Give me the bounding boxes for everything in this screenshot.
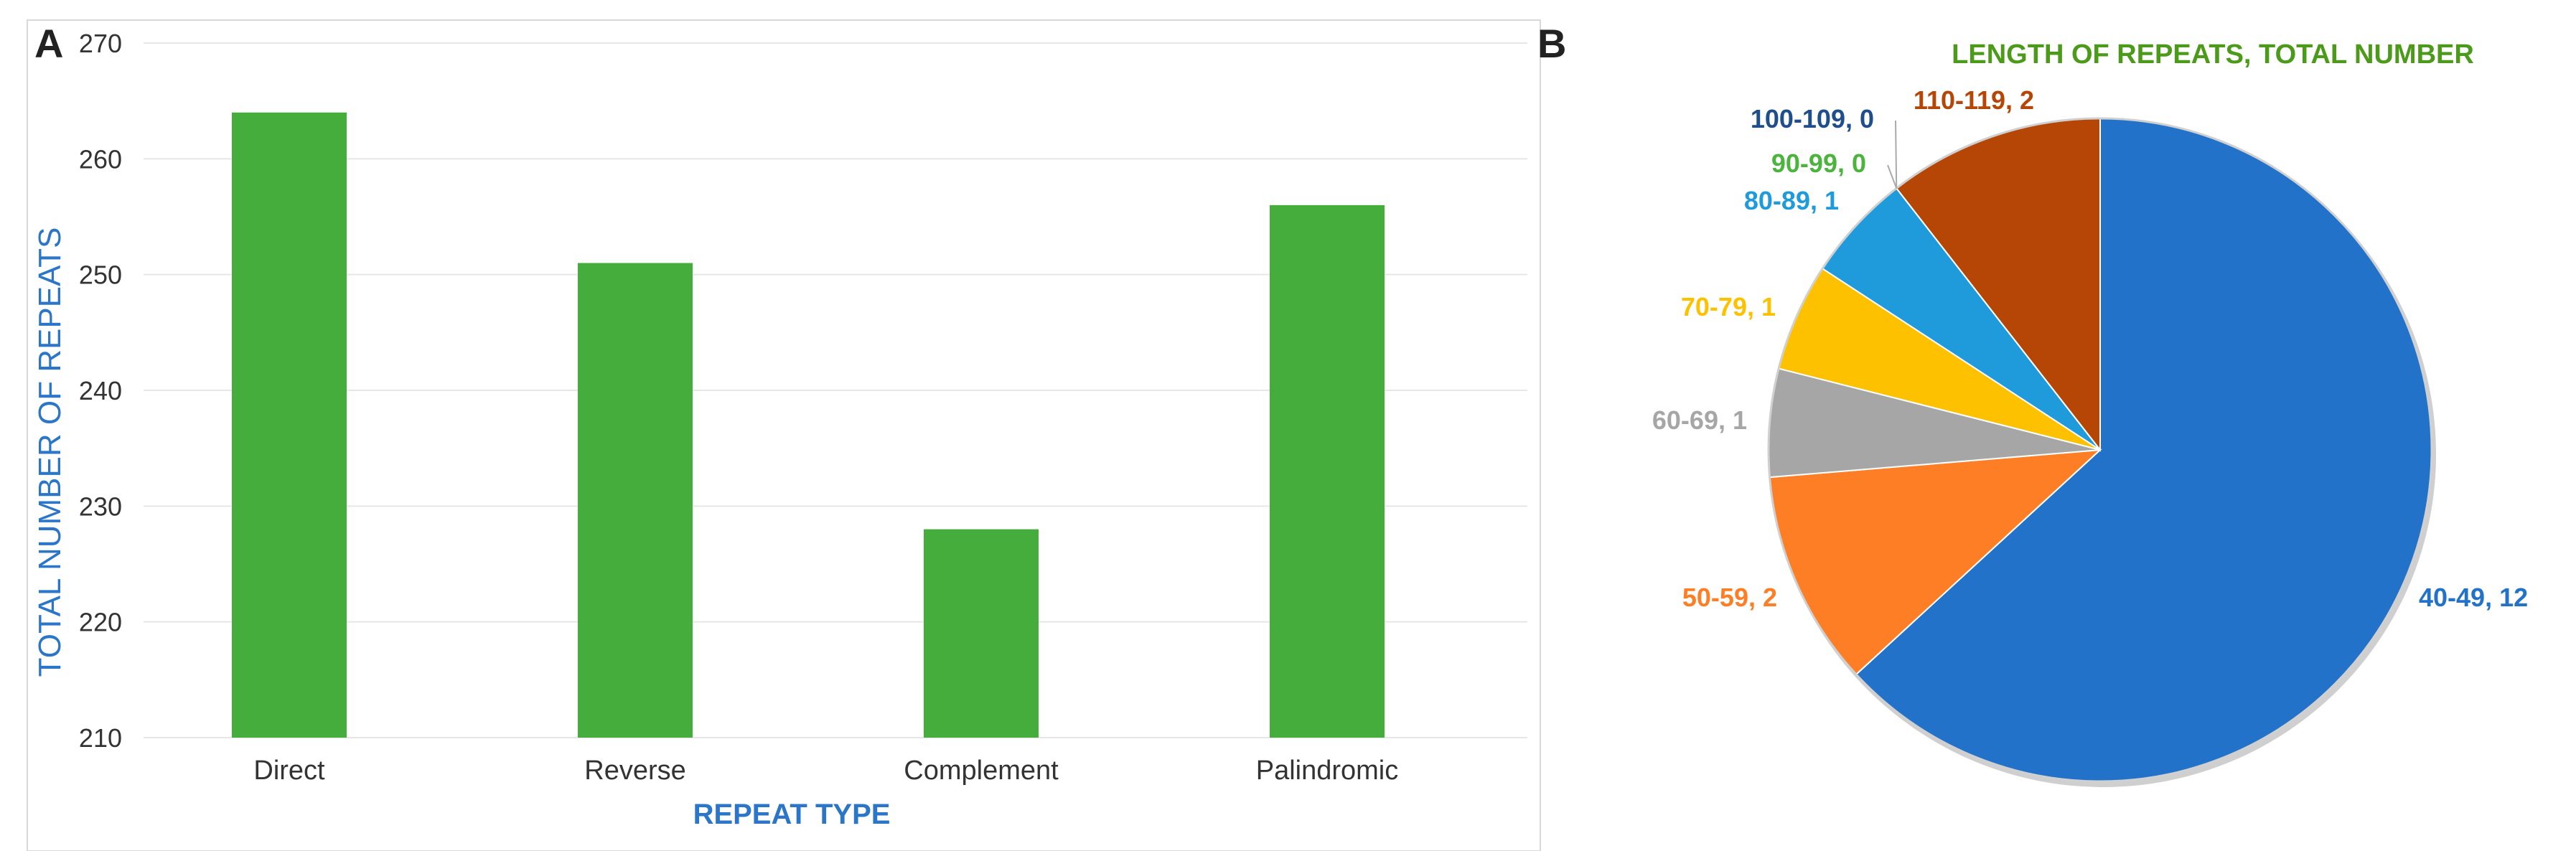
pie-label-40-49: 40-49, 12	[2419, 583, 2528, 612]
pie-label-100-109: 100-109, 0	[1751, 104, 1874, 133]
bar-direct	[232, 112, 347, 738]
pie-chart-labels: 40-49, 12 50-59, 2 60-69, 1 70-79, 1 80-89, …	[1652, 85, 2528, 612]
y-tick-label: 260	[79, 144, 122, 174]
pie-label-50-59: 50-59, 2	[1682, 583, 1777, 612]
y-tick-label: 210	[79, 723, 122, 753]
x-tick-label: Palindromic	[1256, 756, 1399, 786]
pie-label-110-119: 110-119, 2	[1914, 85, 2034, 115]
y-tick-label: 250	[79, 260, 122, 290]
x-tick-label: Direct	[253, 756, 325, 786]
bar-chart-y-axis-title: TOTAL NUMBER OF REPEATS	[32, 227, 67, 677]
leader-line-90-99	[1887, 164, 1898, 189]
pie-outline	[1767, 117, 2433, 783]
pie-label-90-99: 90-99, 0	[1771, 149, 1866, 178]
bar-chart-bars	[232, 112, 1385, 738]
bar-chart-x-ticks: Direct Reverse Complement Palindromic	[253, 756, 1398, 786]
pie-chart-title: LENGTH OF REPEATS, TOTAL NUMBER	[1952, 39, 2474, 70]
bar-chart-x-axis-title: REPEAT TYPE	[693, 799, 891, 830]
bar-palindromic	[1270, 204, 1385, 738]
x-tick-label: Reverse	[584, 756, 686, 786]
bar-chart-y-ticks: 210 220 230 240 250 260 270	[79, 29, 122, 753]
pie-chart	[1767, 117, 2436, 787]
bar-complement	[924, 529, 1039, 738]
y-tick-label: 270	[79, 29, 122, 58]
y-tick-label: 240	[79, 376, 122, 405]
panel-b-label: B	[1537, 21, 1566, 66]
pie-label-80-89: 80-89, 1	[1744, 186, 1839, 215]
y-tick-label: 230	[79, 492, 122, 521]
x-tick-label: Complement	[904, 756, 1059, 786]
pie-chart-leader-lines	[1887, 120, 1898, 189]
pie-label-70-79: 70-79, 1	[1681, 292, 1776, 321]
y-tick-label: 220	[79, 608, 122, 637]
bar-reverse	[578, 263, 693, 738]
pie-label-60-69: 60-69, 1	[1652, 405, 1747, 435]
panel-a-label: A	[34, 21, 63, 66]
